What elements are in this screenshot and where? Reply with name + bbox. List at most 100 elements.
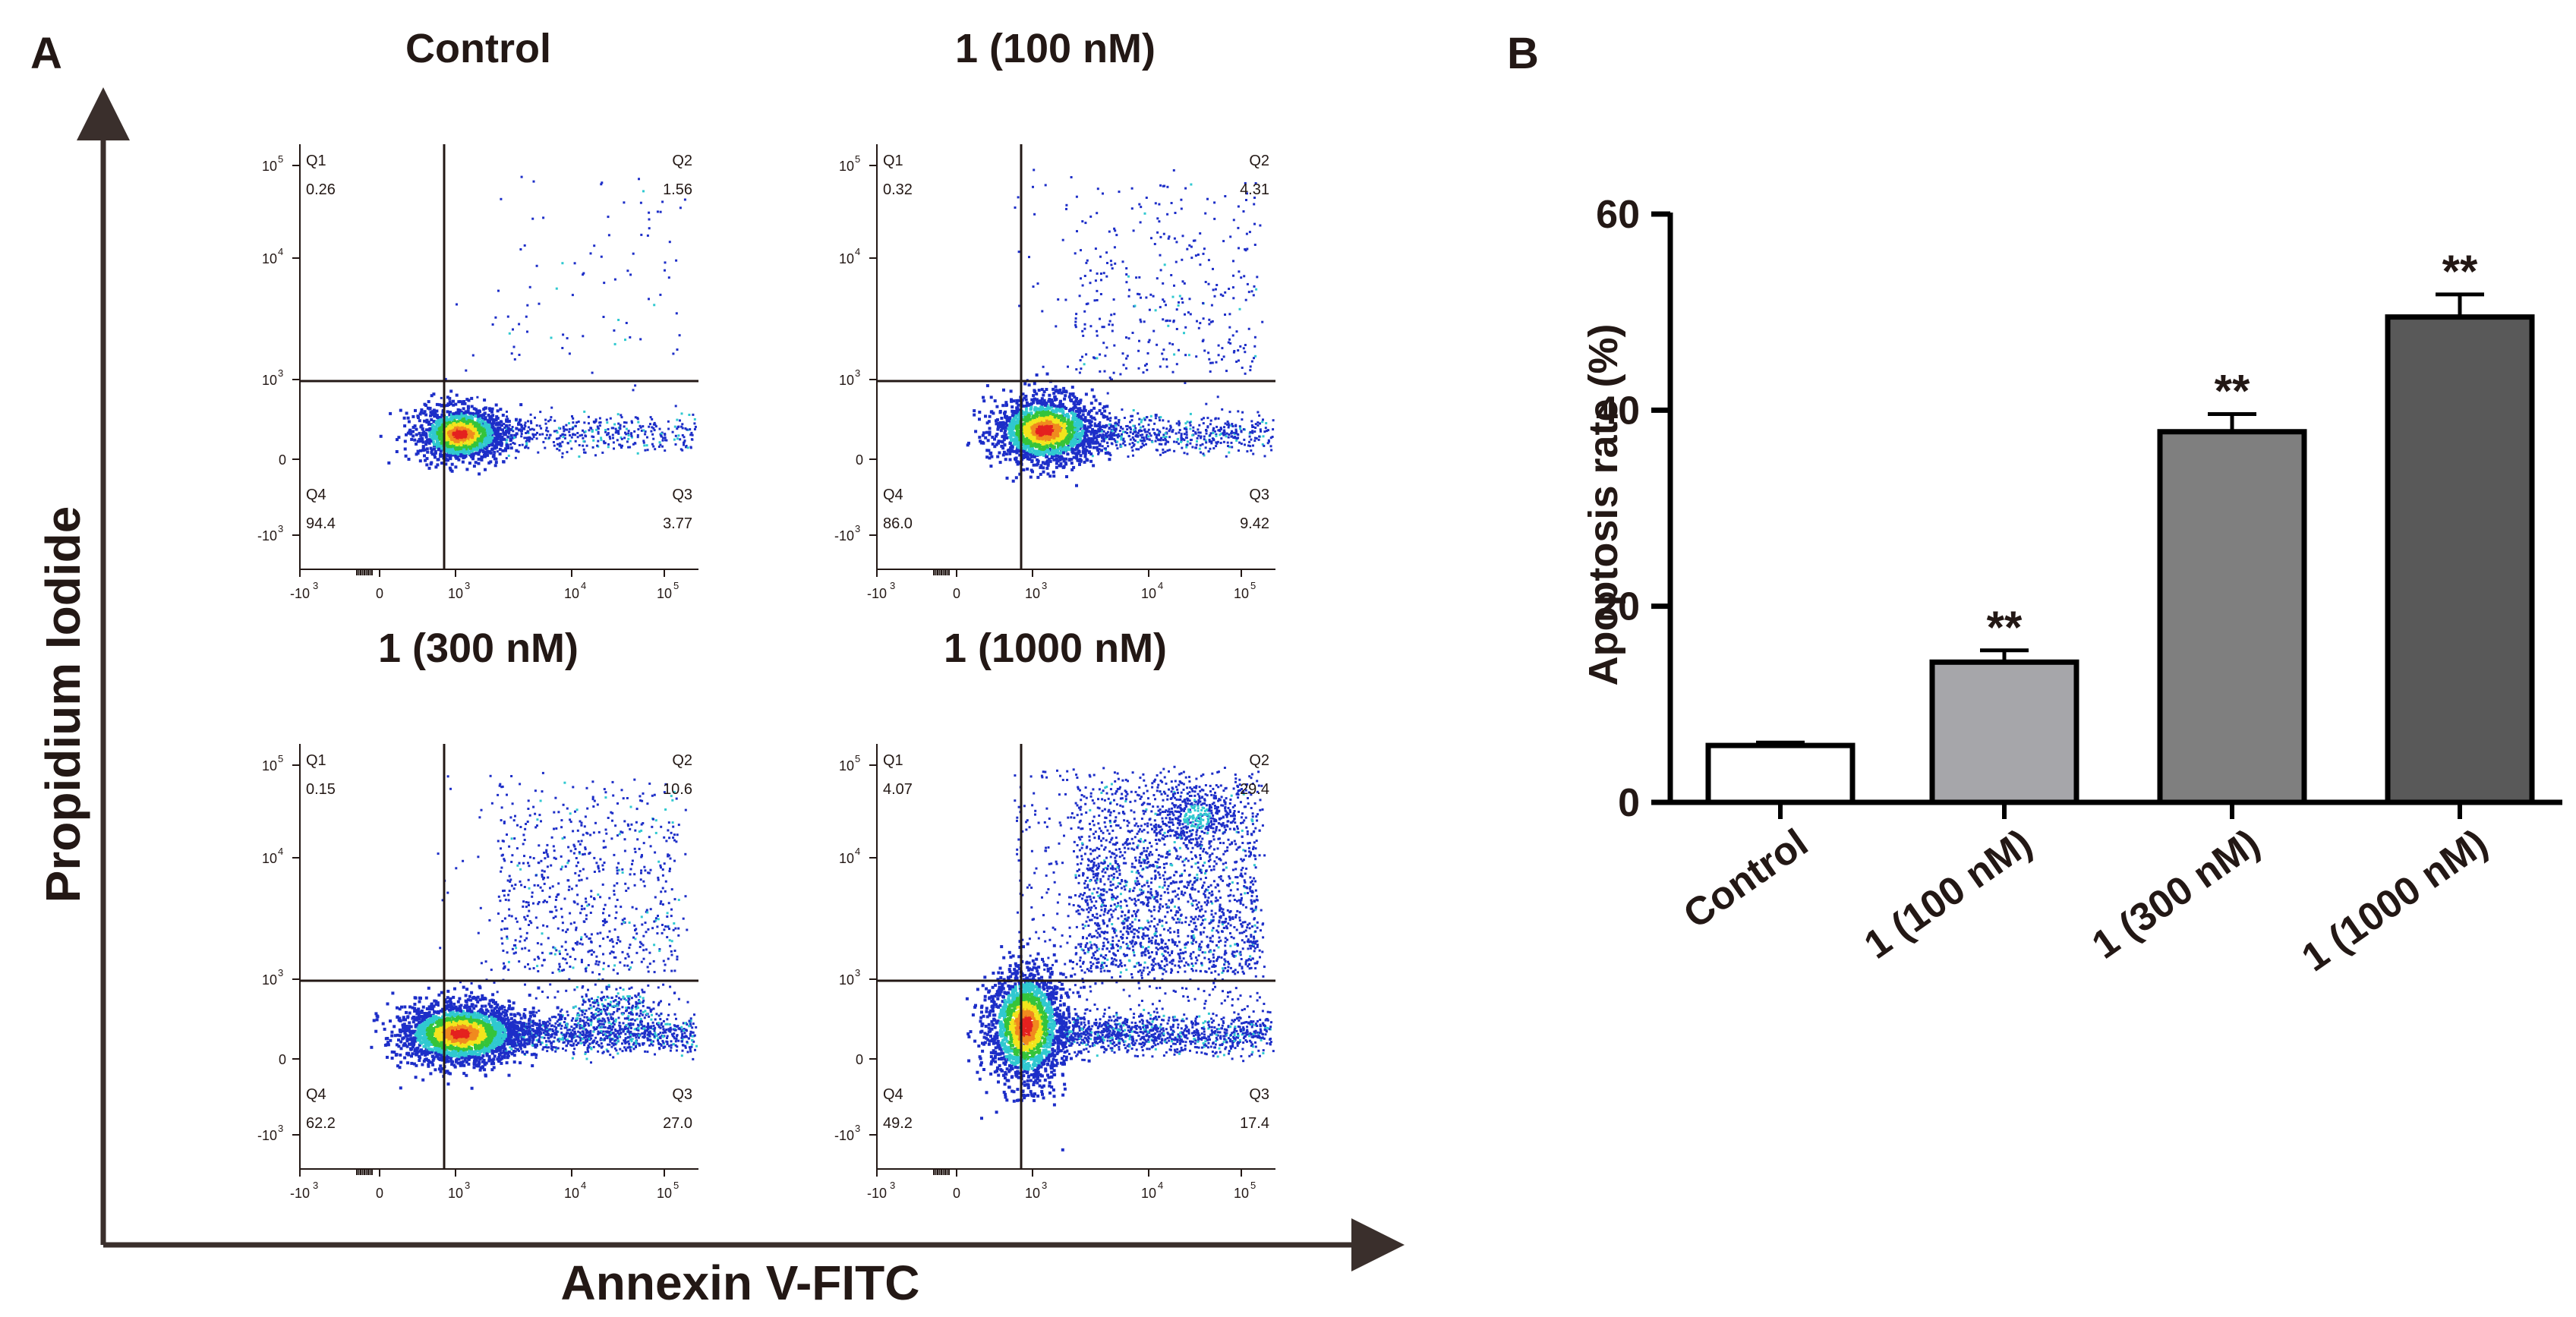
event-dot	[1004, 426, 1007, 430]
event-dot	[503, 427, 506, 429]
event-dot	[626, 269, 629, 273]
event-dot	[457, 458, 461, 462]
q2-value: 1.56	[663, 181, 692, 198]
y-tick-exponent: 5	[278, 753, 283, 764]
event-dot	[636, 433, 639, 436]
event-dot	[1232, 431, 1235, 434]
event-dot	[1148, 419, 1151, 422]
event-dot	[1024, 416, 1028, 420]
event-dot	[1256, 276, 1259, 279]
event-dot	[1043, 428, 1047, 432]
event-dot	[1265, 422, 1268, 424]
event-dot	[529, 420, 532, 423]
event-dot	[1192, 239, 1195, 242]
event-dot	[633, 442, 636, 445]
event-dot	[660, 434, 663, 437]
event-dot	[1082, 334, 1085, 337]
event-dot	[1070, 447, 1074, 451]
event-dot	[1162, 318, 1165, 321]
event-dot	[1056, 389, 1060, 393]
event-dot	[1113, 246, 1116, 249]
event-dot	[1055, 465, 1058, 469]
event-dot	[1029, 420, 1033, 423]
event-dot	[1269, 445, 1272, 448]
y-tick-label: 0	[856, 452, 863, 468]
event-dot	[673, 425, 676, 428]
event-dot	[468, 411, 471, 415]
event-dot	[582, 440, 585, 443]
event-dot	[1108, 423, 1111, 426]
event-dot	[1004, 410, 1007, 414]
event-dot	[1015, 406, 1019, 410]
event-dot	[1198, 447, 1201, 450]
event-dot	[1184, 382, 1187, 384]
event-dot	[1130, 428, 1132, 431]
panel-a-label: A	[30, 29, 62, 78]
event-dot	[456, 430, 459, 433]
event-dot	[1121, 433, 1123, 436]
event-dot	[1116, 436, 1119, 439]
event-dot	[1011, 427, 1014, 431]
event-dot	[1037, 418, 1041, 422]
event-dot	[399, 408, 402, 412]
event-dot	[654, 448, 657, 451]
event-dot	[1096, 329, 1099, 332]
event-dot	[692, 413, 695, 416]
event-dot	[654, 425, 657, 428]
event-dot	[1013, 449, 1017, 453]
event-dot	[1242, 347, 1245, 350]
event-dot	[1228, 326, 1231, 329]
event-dot	[1070, 434, 1074, 438]
event-dot	[459, 451, 462, 455]
event-dot	[1024, 398, 1028, 402]
event-dot	[496, 450, 499, 453]
event-dot	[484, 468, 487, 471]
event-dot	[1085, 353, 1088, 356]
event-dot	[574, 433, 577, 436]
event-dot	[408, 430, 411, 433]
event-dot	[1258, 414, 1261, 417]
event-dot	[1064, 394, 1067, 398]
event-dot	[1004, 401, 1008, 405]
event-dot	[629, 336, 632, 339]
event-dot	[397, 436, 401, 440]
event-dot	[450, 437, 454, 441]
event-dot	[465, 421, 468, 425]
event-dot	[1032, 428, 1035, 432]
event-dot	[1237, 433, 1240, 436]
event-dot	[444, 457, 448, 461]
event-dot	[1041, 411, 1045, 415]
event-dot	[691, 433, 694, 436]
event-dot	[467, 399, 471, 402]
event-dot	[1122, 442, 1125, 445]
event-dot	[1054, 441, 1058, 445]
event-dot	[1001, 446, 1005, 450]
event-dot	[465, 411, 469, 414]
event-dot	[1167, 420, 1170, 423]
event-dot	[1070, 399, 1074, 403]
event-dot	[1254, 354, 1257, 358]
event-dot	[1047, 452, 1051, 455]
event-dot	[573, 262, 576, 265]
event-dot	[562, 333, 565, 336]
event-dot	[1033, 408, 1036, 411]
event-dot	[539, 411, 542, 414]
event-dot	[1001, 421, 1004, 425]
event-dot	[1048, 406, 1051, 410]
event-dot	[491, 434, 493, 437]
event-dot	[574, 440, 577, 443]
event-dot	[1252, 452, 1255, 455]
event-dot	[430, 394, 434, 398]
event-dot	[1074, 440, 1077, 444]
event-dot	[446, 421, 449, 425]
event-dot	[429, 414, 433, 417]
event-dot	[1055, 450, 1058, 454]
event-dot	[1004, 429, 1007, 433]
event-dot	[528, 440, 531, 443]
event-dot	[1143, 438, 1146, 441]
event-dot	[1240, 276, 1243, 279]
event-dot	[1040, 415, 1044, 419]
event-dot	[1250, 360, 1253, 363]
event-dot	[459, 443, 463, 447]
event-dot	[467, 440, 471, 443]
